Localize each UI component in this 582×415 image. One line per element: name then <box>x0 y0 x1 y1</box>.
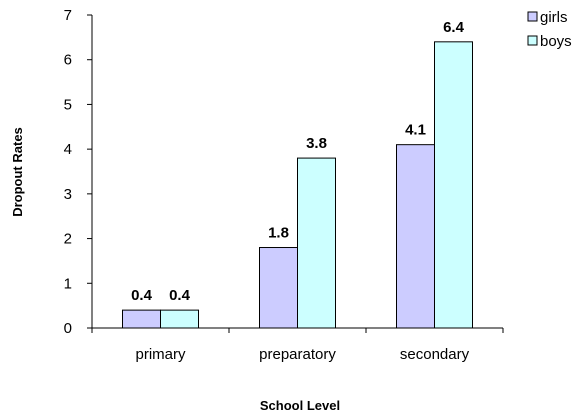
y-tick-label: 0 <box>64 320 72 337</box>
y-tick-label: 1 <box>64 275 72 292</box>
x-tick-label: secondary <box>400 346 470 363</box>
bar-girls-primary <box>122 309 161 329</box>
y-tick-label: 6 <box>64 52 72 69</box>
y-axis-title: Dropout Rates <box>10 127 25 217</box>
data-label: 3.8 <box>306 135 327 152</box>
plot-area: 0 1 2 3 4 5 6 7 0.4 0.4 primary 1.8 3.8 preparatory 4.… <box>64 7 504 363</box>
data-label: 1.8 <box>268 225 289 242</box>
legend: girls boys <box>527 9 572 50</box>
data-label: 4.1 <box>405 122 426 139</box>
x-axis-title: School Level <box>260 398 340 413</box>
bar-girls-secondary <box>396 144 435 329</box>
y-tick-label: 5 <box>64 96 72 113</box>
bar-girls-preparatory <box>259 247 298 329</box>
legend-label: girls <box>540 9 568 26</box>
legend-label: boys <box>540 33 572 50</box>
legend-swatch <box>527 11 538 22</box>
bar-boys-secondary <box>434 41 473 329</box>
data-label: 0.4 <box>169 287 191 304</box>
x-tick-label: primary <box>135 346 186 363</box>
y-tick-label: 3 <box>64 186 72 203</box>
bar-boys-primary <box>160 309 199 329</box>
data-label: 0.4 <box>131 287 153 304</box>
y-tick-label: 7 <box>64 7 72 24</box>
legend-swatch <box>527 35 538 46</box>
data-label: 6.4 <box>443 19 465 36</box>
bar-boys-preparatory <box>297 157 336 329</box>
y-tick-label: 4 <box>64 141 72 158</box>
y-tick-label: 2 <box>64 231 72 248</box>
x-tick-label: preparatory <box>259 346 336 363</box>
